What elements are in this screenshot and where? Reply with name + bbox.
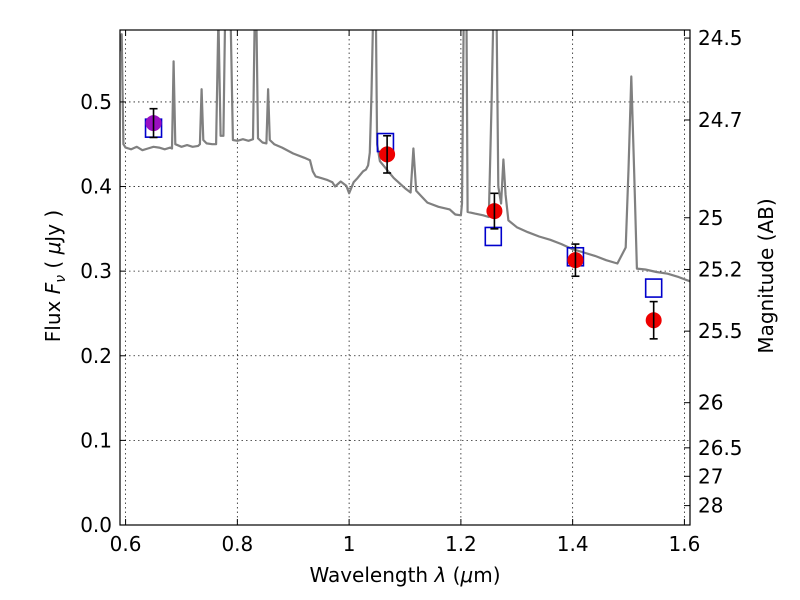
mag-tick-label: 25.5 [698,319,743,343]
plot-frame [119,29,691,526]
y-axis-label: Flux Fν ( μJy ) [41,210,69,342]
mag-tick-label: 24.7 [698,108,743,132]
x-tick-label: 0.6 [110,532,142,556]
mag-tick-label: 27 [698,464,723,488]
model-photometry-square [484,226,503,247]
mag-tick-label: 24.5 [698,26,743,50]
x-tick-label: 1 [343,532,356,556]
model-photometry-square [644,278,663,298]
y-tick-label: 0.2 [80,344,112,368]
y-tick-label: 0.4 [80,175,112,199]
x-tick-label: 0.8 [221,532,253,556]
mag-tick-label: 25 [698,206,723,230]
ticks [120,30,690,526]
y-tick-label: 0.0 [80,513,112,537]
x-axis-label: Wavelength λ (μm) [309,563,500,587]
magnitude-axis-label: Magnitude (AB) [754,198,778,353]
y-tick-label: 0.3 [80,259,112,283]
x-tick-label: 1.6 [669,532,701,556]
plot-area [120,30,690,340]
tick-labels: 0.6 0.8 1 1.2 1.4 1.6 0.0 0.1 0.2 0.3 0.4 0.5 24.5 24… [80,26,742,556]
mag-tick-label: 26.5 [698,436,743,460]
mag-tick-label: 28 [698,494,723,518]
y-tick-label: 0.5 [80,90,112,114]
x-tick-label: 1.4 [557,532,589,556]
mag-tick-label: 26 [698,391,723,415]
model-spectrum-line [120,30,690,283]
x-tick-label: 1.2 [445,532,477,556]
grid [120,30,690,525]
mag-tick-label: 25.2 [698,257,743,281]
y-tick-label: 0.1 [80,428,112,452]
